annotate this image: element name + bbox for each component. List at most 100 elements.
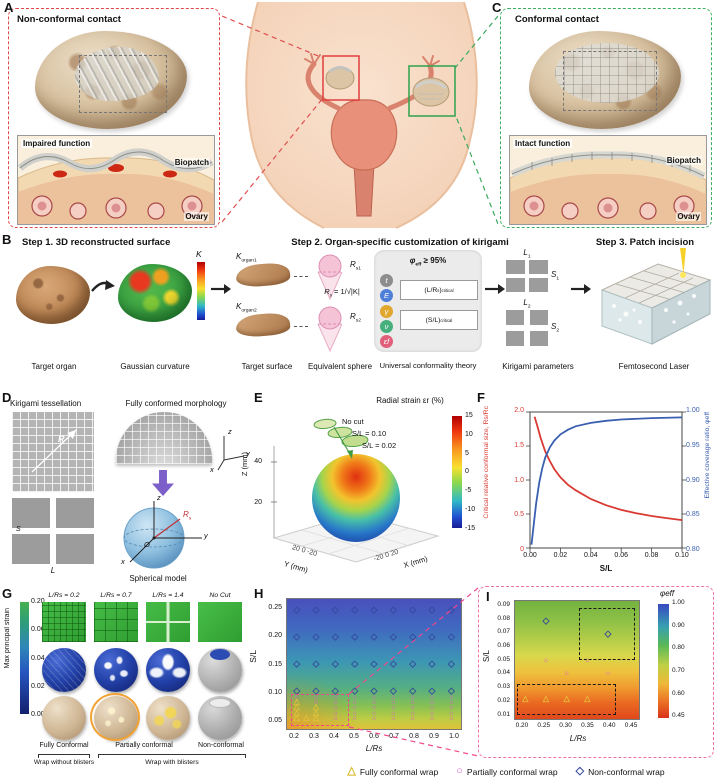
kirigami-tessellation-sheet	[12, 412, 94, 492]
diamond-marker: ◇	[293, 658, 301, 669]
tick-label: 0.35	[581, 722, 594, 729]
curvature-colorbar	[197, 262, 205, 320]
fea-wrap-nocut	[198, 648, 242, 692]
rs-equation: Rs = 1/√|K|	[324, 287, 360, 298]
triangle-icon: △	[347, 765, 356, 777]
tick-label: 0.10	[268, 688, 282, 696]
tick-label: 0.20	[515, 722, 529, 729]
tick-label: 0.08	[644, 552, 659, 559]
f-right-ticks: 1.00 0.95 0.90 0.85 0.80	[686, 407, 712, 553]
gaussian-curvature-map	[118, 264, 192, 322]
circle-marker: ○	[391, 697, 396, 707]
tick-label: 20	[254, 499, 262, 506]
g-header-1: L/Rs = 0.2	[48, 592, 80, 599]
tick-label: 1.0	[449, 733, 459, 740]
tick-label: 0.45	[672, 712, 685, 720]
diamond-marker: ◇	[447, 604, 455, 615]
diamond-marker: ◇	[351, 604, 359, 615]
tick-label: 0.06	[497, 642, 510, 650]
critical-sl-formula: (S/L) critical	[400, 310, 478, 330]
conformality-line-chart	[526, 411, 686, 552]
tick-label: 0.02	[31, 682, 45, 690]
tick-label: 0.02	[497, 696, 510, 704]
tick-label: 0.2	[289, 733, 299, 740]
panel-g-letter: G	[2, 586, 13, 601]
kirigami-unit-1	[506, 260, 548, 292]
step3-heading: Step 3. Patch incision	[595, 237, 695, 248]
h-x-ticks: 0.2 0.3 0.4 0.5 0.6 0.7 0.8 0.9 1.0	[284, 733, 464, 740]
g-label-nonconformal: Non-conformal	[198, 742, 244, 749]
bracket-line	[98, 754, 246, 758]
h-ylabel: S/L	[248, 650, 258, 663]
diamond-marker: ◇	[331, 685, 339, 696]
g-colorbar-ticks: 0.20 0.06 0.04 0.02 0.00	[31, 598, 51, 718]
tessellation-title: Kirigami tessellation	[10, 399, 82, 408]
caption-target-organ: Target organ	[31, 362, 77, 371]
ovary-organ-conformal	[529, 31, 681, 129]
diamond-marker: ◇	[312, 604, 320, 615]
h-xlabel: L/Rs	[365, 744, 383, 753]
diamond-marker: ◇	[389, 631, 397, 642]
circle-marker: ○	[294, 691, 299, 701]
origin-label: O	[144, 540, 150, 549]
axis-x-label: x	[210, 465, 214, 474]
zoom-region-box	[517, 683, 617, 716]
panel-i-letter: I	[486, 589, 490, 604]
tick-label: 0.01	[497, 710, 510, 718]
tick-label: 1.0	[514, 476, 524, 484]
tick-label: 0.85	[686, 511, 700, 519]
tick-label: 10	[465, 430, 473, 438]
conformed-dome	[116, 412, 212, 464]
kirigami-unit-2	[506, 310, 548, 346]
diamond-marker: ◇	[409, 658, 417, 669]
panel-a-letter: A	[4, 0, 14, 15]
g-label-fully: Fully Conformal	[39, 742, 89, 749]
zoom-region-box	[290, 693, 349, 727]
panel-d-letter: D	[2, 390, 12, 405]
triangle-marker: △	[522, 694, 529, 704]
equivalent-sphere-2	[317, 306, 343, 352]
circle-marker: ○	[333, 702, 338, 712]
panel-c: Conformal contact Intact function B	[500, 8, 712, 228]
g-header-3: L/Rs = 1.4	[152, 592, 184, 599]
tick-label: 0.80	[686, 546, 700, 553]
morphology-title: Fully conformed morphology	[125, 399, 227, 408]
tick-label: 0.06	[614, 552, 628, 559]
flat-patch-cap	[209, 698, 231, 708]
model-title: Spherical model	[129, 574, 187, 583]
diamond-marker: ◇	[604, 628, 612, 639]
diamond-marker: ◇	[293, 631, 301, 642]
rs1-label: Rs1	[350, 260, 362, 272]
k-organ2-label: Korgan2	[236, 302, 257, 314]
circle-marker: ○	[352, 702, 357, 712]
diamond-marker: ◇	[351, 631, 359, 642]
tick-label: 0.00	[523, 552, 537, 559]
down-arrow-icon	[152, 470, 174, 496]
circle-marker: ○	[352, 697, 357, 707]
equivalent-sphere-1	[317, 254, 343, 300]
conformality-phase-map-zoom: ◇ ◇ ○ ○ ○ ○ △ △ △ △	[514, 600, 640, 720]
S1-dimension: S1	[551, 270, 560, 282]
circle-marker: ○	[449, 702, 454, 712]
diamond-marker: ◇	[293, 685, 301, 696]
circle-marker: ○	[429, 708, 435, 717]
model-axis-x: x	[121, 557, 125, 566]
tick-label: 0.70	[672, 667, 685, 675]
legend-label: Partially conformal wrap	[466, 766, 558, 777]
curvature-symbol: K	[196, 249, 202, 259]
tick-label: 0.02	[553, 552, 568, 559]
L2-dimension: L2	[523, 298, 531, 310]
panel-a-title: Non-conformal contact	[17, 14, 121, 25]
circle-marker: ○	[333, 691, 338, 701]
diamond-marker: ◇	[331, 658, 339, 669]
model-rs-label: Rs	[183, 510, 192, 522]
strain-map-nocut	[198, 602, 242, 642]
triangle-marker: △	[303, 713, 310, 723]
tick-label: 0	[465, 468, 469, 476]
tick-label: 0.05	[497, 655, 510, 663]
tick-label: 15	[465, 412, 473, 419]
anatomy-illustration	[222, 2, 498, 229]
uterus	[330, 99, 398, 171]
